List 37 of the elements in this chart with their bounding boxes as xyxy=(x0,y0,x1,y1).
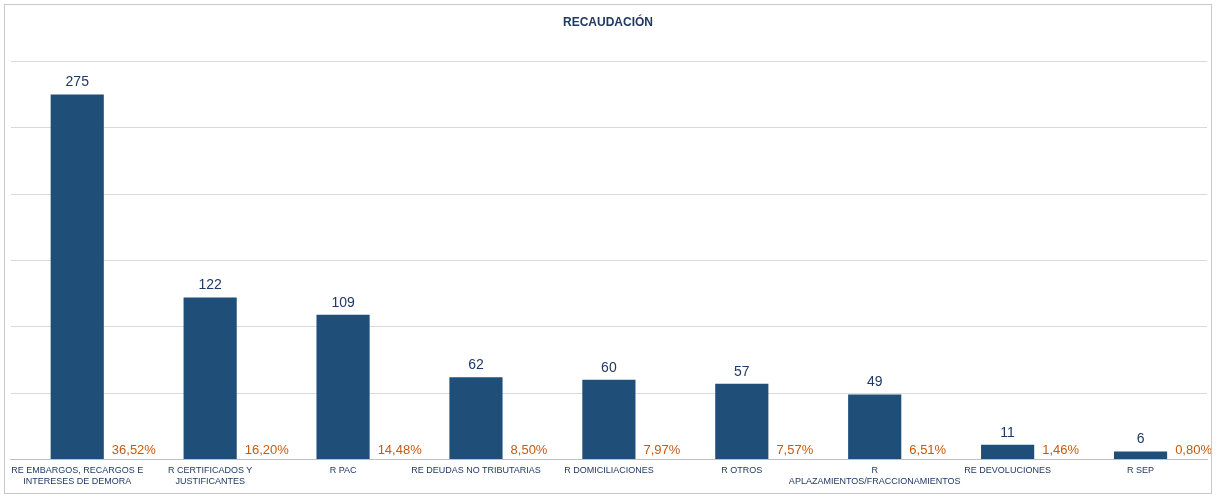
annotation: 6,51% xyxy=(909,442,947,458)
annotation: 16,20% xyxy=(244,442,290,458)
x-tick-label: R PAC xyxy=(329,465,357,476)
bar xyxy=(981,444,1035,459)
chart-title: RECAUDACIÓN xyxy=(563,13,653,29)
x-tick-label: RE EMBARGOS, RECARGOS E INTERESES DE DEMORA xyxy=(11,465,144,487)
annotation: 7,57% xyxy=(776,442,814,458)
x-tick-label: R DOMICILIACIONES xyxy=(564,465,654,476)
data-label: 109 xyxy=(331,293,355,310)
x-tick-label: R CERTIFICADOS Y JUSTIFICANTES xyxy=(168,465,253,487)
x-tick-label: R SEP xyxy=(1127,465,1155,476)
data-label: 122 xyxy=(198,276,223,293)
data-label: 60 xyxy=(601,358,617,375)
bar xyxy=(316,314,370,459)
x-tick-label: R OTROS xyxy=(721,465,763,476)
bar xyxy=(582,379,636,459)
data-label: 275 xyxy=(65,73,90,90)
data-label: 11 xyxy=(1000,423,1016,440)
annotation: 0,80% xyxy=(1175,442,1213,458)
bar xyxy=(715,383,769,459)
x-tick-label: RE DEVOLUCIONES xyxy=(964,465,1051,476)
annotation: 7,97% xyxy=(643,442,681,458)
bar xyxy=(50,94,104,459)
data-label: 62 xyxy=(468,356,484,373)
bar xyxy=(1113,451,1168,459)
data-label: 49 xyxy=(866,373,883,390)
data-label: 6 xyxy=(1136,430,1145,447)
annotation: 1,46% xyxy=(1042,442,1080,458)
bar xyxy=(183,297,237,459)
bar xyxy=(848,394,902,459)
annotation: 36,52% xyxy=(111,442,157,458)
annotation: 14,48% xyxy=(377,442,423,458)
bar xyxy=(449,377,503,459)
x-tick-label: RE DEUDAS NO TRIBUTARIAS xyxy=(411,465,541,476)
x-tick-label: R APLAZAMIENTOS/FRACCIONAMIENTOS xyxy=(788,465,961,487)
data-label: 57 xyxy=(734,362,750,379)
annotation: 8,50% xyxy=(510,442,548,458)
